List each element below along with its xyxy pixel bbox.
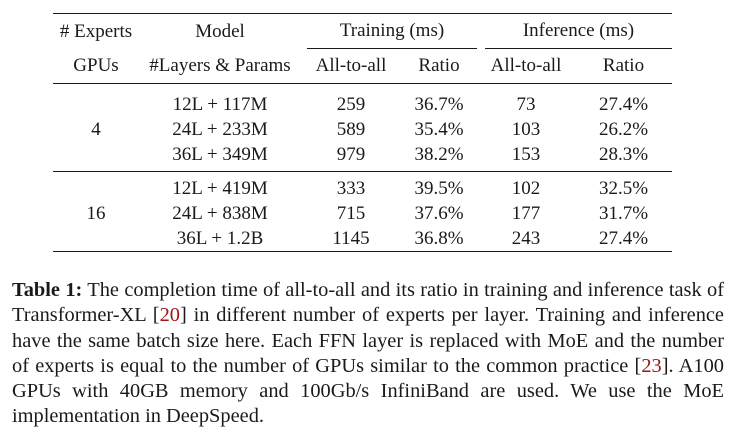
citation-link-20[interactable]: 20 [159, 304, 180, 327]
inf-a2a-cell: 103 [511, 118, 541, 140]
gpu-count-cell: 16 [86, 202, 106, 224]
header-inference: Inference (ms) [477, 13, 672, 49]
train-ratio-cell: 36.7% [414, 93, 464, 115]
inf-ratio-cell: 26.2% [598, 118, 649, 140]
header-layers-params: #Layers & Params [149, 55, 291, 77]
model-cell: 24L + 233M [172, 118, 268, 140]
results-table-container: # Experts Model Training (ms) Inference … [53, 13, 672, 252]
model-cell: 36L + 1.2B [139, 226, 301, 252]
model-cell: 24L + 838M [172, 202, 268, 224]
caption-text-1: The completion time of all-to-all and it… [12, 279, 724, 327]
header-train-ratio: Ratio [418, 55, 460, 77]
inf-a2a-cell: 153 [511, 143, 541, 165]
inf-ratio-cell: 31.7% [598, 202, 649, 224]
gpu-count-cell: 4 [91, 118, 101, 140]
results-table: # Experts Model Training (ms) Inference … [53, 13, 672, 252]
train-a2a-cell: 589 [336, 118, 366, 140]
header-inf-a2a: All-to-all [490, 55, 562, 77]
table-caption: Table 1: The completion time of all-to-a… [12, 278, 724, 430]
train-a2a-cell: 1145 [301, 226, 401, 252]
caption-text-3: ]. A100 GPUs with 40GB memory and 100Gb/… [12, 354, 724, 428]
header-training: Training (ms) [301, 13, 477, 49]
inf-a2a-cell: 102 [511, 177, 541, 199]
header-row-1: # Experts Model Training (ms) Inference … [53, 13, 672, 49]
train-ratio-cell: 37.6% [414, 202, 464, 224]
train-ratio-cell: 38.2% [414, 143, 464, 165]
caption-label: Table 1: [12, 279, 83, 301]
header-training-label: Training (ms) [307, 14, 477, 49]
train-a2a-cell: 979 [336, 143, 366, 165]
table-row: 36L + 1.2B 1145 36.8% 243 27.4% [53, 226, 672, 252]
train-a2a-cell: 259 [336, 93, 366, 115]
train-ratio-cell: 39.5% [414, 177, 464, 199]
header-experts: # Experts [53, 13, 139, 49]
train-a2a-cell: 333 [336, 177, 366, 199]
header-gpus: GPUs [73, 55, 119, 77]
model-cell: 12L + 117M [172, 93, 268, 115]
table-row: 36L + 349M 979 38.2% 153 28.3% [53, 142, 672, 167]
header-model: Model [139, 13, 301, 49]
model-cell: 12L + 419M [172, 177, 268, 199]
header-inference-label: Inference (ms) [485, 14, 672, 49]
model-cell: 36L + 349M [172, 143, 268, 165]
table-row: 16 12L + 419M 333 39.5% 102 32.5% [53, 176, 672, 224]
header-row-2: GPUs #Layers & Params All-to-all Ratio A… [53, 49, 672, 84]
train-a2a-cell: 715 [336, 202, 366, 224]
table-row: 24L + 233M 589 35.4% 103 26.2% [53, 117, 672, 142]
table-row: 4 12L + 117M 259 36.7% 73 27.4% [53, 92, 672, 140]
inf-ratio-cell: 27.4% [598, 93, 649, 115]
inf-a2a-cell: 243 [477, 226, 575, 252]
inf-a2a-cell: 73 [516, 93, 536, 115]
caption-text-2: ] in different number of experts per lay… [12, 304, 724, 377]
train-ratio-cell: 35.4% [414, 118, 464, 140]
citation-link-23[interactable]: 23 [641, 354, 662, 377]
table-row: 24L + 838M 715 37.6% 177 31.7% [53, 201, 672, 226]
train-ratio-cell: 36.8% [401, 226, 477, 252]
header-inf-ratio: Ratio [602, 55, 645, 77]
inf-ratio-cell: 27.4% [575, 226, 672, 252]
inf-ratio-cell: 28.3% [598, 143, 649, 165]
inf-ratio-cell: 32.5% [598, 177, 649, 199]
inf-a2a-cell: 177 [511, 202, 541, 224]
header-train-a2a: All-to-all [315, 55, 387, 77]
